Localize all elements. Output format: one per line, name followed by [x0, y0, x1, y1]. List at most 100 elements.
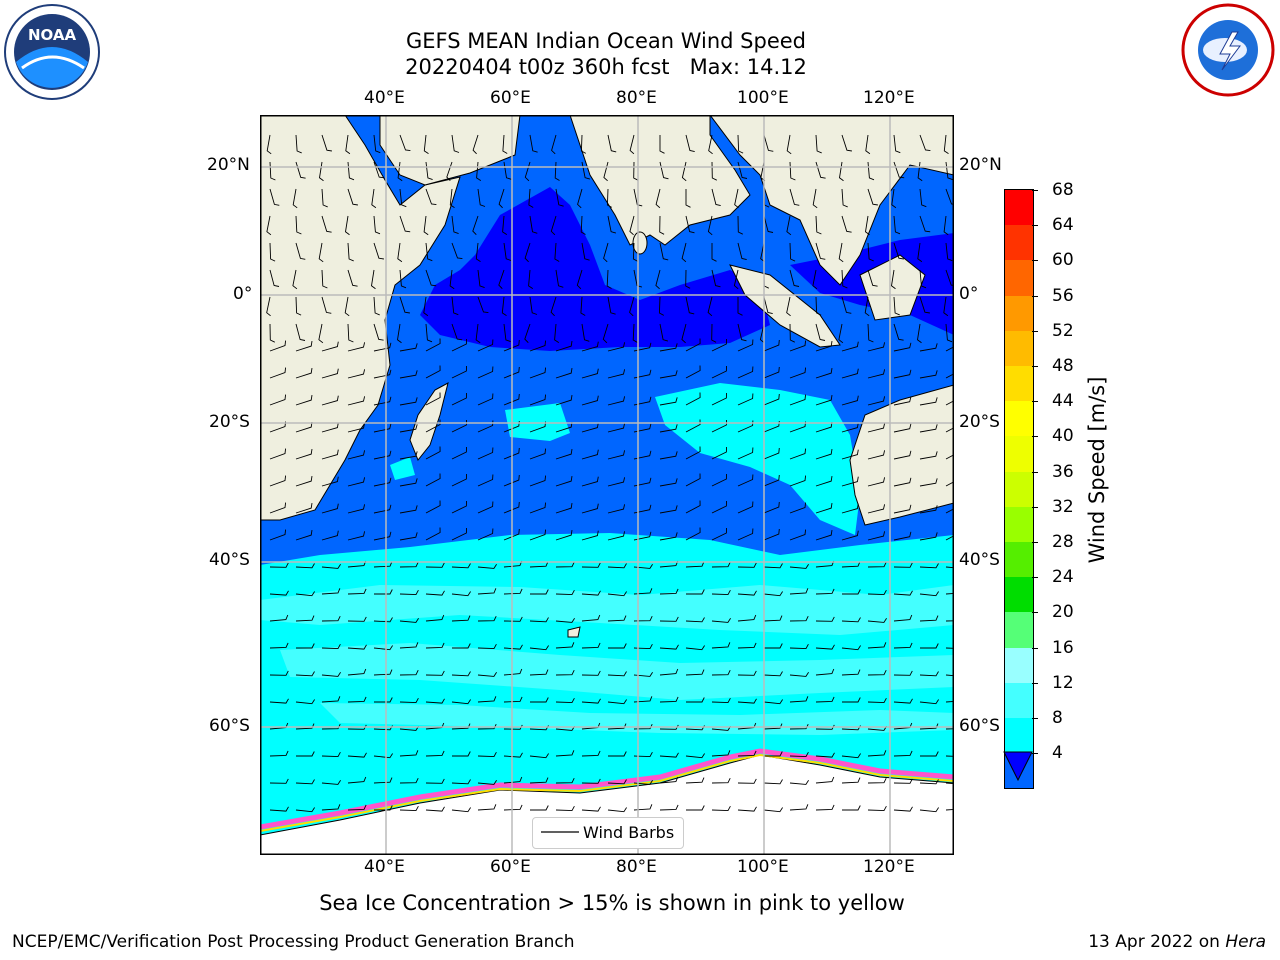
wind-barb	[681, 323, 687, 344]
wind-barb	[789, 588, 809, 595]
wind-barb	[867, 477, 886, 487]
wind-barb	[321, 476, 339, 487]
colorbar-tick-label: 40	[1052, 426, 1074, 447]
wind-barb	[347, 269, 358, 287]
wind-barb	[708, 134, 713, 155]
wind-barb	[815, 503, 833, 514]
wind-barb	[815, 668, 835, 676]
wind-barb	[472, 215, 479, 236]
wind-barb	[555, 341, 573, 352]
colorbar-tick-mark	[1032, 471, 1038, 473]
wind-barb	[607, 504, 626, 514]
colorbar-tick-label: 32	[1052, 496, 1074, 517]
wind-barb	[425, 642, 445, 649]
wind-barb	[763, 591, 783, 597]
wind-barb	[347, 242, 354, 262]
wind-barb	[451, 242, 463, 260]
colorbar-tick-label: 68	[1052, 180, 1074, 200]
wind-barb	[867, 562, 887, 568]
ocean-8-12-patch-c	[390, 457, 415, 480]
wind-barb	[789, 188, 800, 206]
colorbar-tick-mark	[1032, 190, 1038, 191]
wind-barb	[529, 475, 547, 487]
wind-barb	[371, 188, 377, 209]
wind-barb	[555, 562, 575, 568]
wind-barb	[945, 346, 954, 352]
wind-barb	[633, 423, 652, 433]
wind-barb	[737, 134, 744, 154]
chart-title-line1: GEFS MEAN Indian Ocean Wind Speed	[405, 29, 807, 53]
lon-label-bottom-40e: 40°E	[364, 857, 405, 877]
wind-barb	[477, 643, 497, 650]
wind-barb	[919, 343, 938, 352]
wind-barb	[529, 777, 549, 784]
wind-barb	[269, 750, 289, 757]
wind-barb	[711, 562, 731, 568]
wind-barb	[399, 617, 419, 623]
wind-barb	[789, 502, 807, 514]
wind-barb	[789, 696, 809, 703]
wind-barb	[529, 296, 538, 315]
wind-barb	[893, 698, 913, 704]
wind-barb	[763, 366, 780, 379]
wind-barb	[659, 505, 678, 514]
wind-barb	[737, 528, 754, 541]
wind-barb	[295, 615, 315, 622]
wind-barb	[399, 451, 418, 460]
lon-label-top-40e: 40°E	[364, 88, 405, 108]
wind-barb	[321, 395, 339, 406]
wind-barb	[919, 188, 927, 208]
wind-barb	[763, 699, 783, 705]
wind-barb	[659, 696, 679, 703]
wind-barb	[737, 366, 754, 379]
wind-barb	[945, 535, 954, 541]
wind-barb	[945, 782, 954, 785]
wind-barb	[841, 777, 861, 784]
wind-barb	[399, 670, 419, 676]
wind-barb	[295, 422, 313, 433]
wind-barb	[685, 500, 701, 514]
wind-barb	[659, 424, 678, 433]
wind-barb	[399, 532, 418, 541]
wind-barb	[763, 615, 783, 622]
wind-barb	[607, 342, 626, 352]
colorbar-segment	[1005, 718, 1033, 754]
wind-barb	[295, 671, 315, 677]
wind-barb	[685, 446, 701, 460]
wind-barb	[893, 242, 904, 260]
wind-barb	[581, 323, 590, 342]
wind-barb	[685, 473, 701, 487]
wind-barb	[633, 450, 652, 460]
wind-barb	[295, 296, 302, 316]
wind-barb	[295, 503, 313, 514]
wind-barb	[472, 134, 479, 155]
wind-barb	[529, 669, 549, 676]
wind-barb	[321, 530, 339, 541]
wind-barb	[423, 215, 429, 236]
wind-barb	[711, 243, 717, 262]
wind-barb	[711, 365, 727, 379]
madagascar-landmass	[409, 382, 449, 461]
wind-barb	[685, 753, 705, 759]
wind-speed-map	[260, 115, 954, 855]
wind-barb	[737, 670, 757, 676]
wind-barb	[269, 340, 287, 352]
noaa-logo-text: NOAA	[28, 26, 77, 44]
wind-barb	[737, 562, 757, 568]
colorbar-segment	[1005, 612, 1033, 648]
lon-label-top-60e: 60°E	[490, 88, 531, 108]
wind-barb	[295, 341, 313, 352]
ocean-8-12-patch-a	[505, 403, 570, 441]
wind-barb	[919, 671, 939, 677]
wind-barb	[733, 269, 739, 290]
wind-barb	[266, 134, 272, 155]
wind-barb	[945, 454, 954, 460]
wind-barb	[296, 751, 315, 757]
lon-label-top-100e: 100°E	[737, 88, 789, 108]
wind-barb	[581, 670, 601, 676]
wind-barb	[475, 242, 481, 262]
lat-label-left-20s: 20°S	[209, 412, 250, 432]
wind-barb	[554, 323, 560, 343]
wind-barb	[893, 806, 913, 812]
wind-barb	[295, 699, 315, 705]
